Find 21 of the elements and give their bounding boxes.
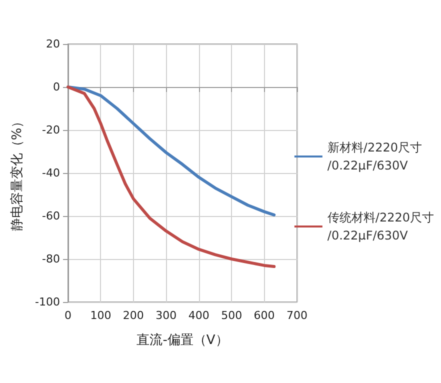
line-series	[66, 86, 276, 216]
y-tick-label: 20	[46, 38, 60, 50]
y-tick-label: -20	[42, 124, 60, 136]
y-tick-label: -100	[35, 296, 60, 308]
y-tick-label: -40	[42, 166, 60, 180]
line-series	[66, 86, 276, 268]
x-tick-label: 400	[188, 309, 210, 322]
y-tick-label: -60	[42, 210, 60, 222]
x-tick-label: 700	[286, 309, 308, 322]
x-axis-title: 直流-偏置（V）	[136, 332, 228, 348]
y-tick-label: 0	[53, 80, 60, 94]
x-tick-label: 0	[64, 309, 72, 322]
x-tick-label: 600	[254, 309, 275, 322]
x-tick-label: 300	[156, 309, 177, 322]
legend-label: 新材料/2220尺寸 /0.22µF/630V	[327, 140, 422, 172]
y-axis-title: 静电容量变化（%）	[9, 114, 26, 232]
x-tick-label: 100	[90, 309, 112, 322]
legend-label: 传统材料/2220尺寸 /0.22µF/630V	[327, 210, 434, 242]
x-tick-label: 200	[122, 309, 144, 322]
y-tick-label: -80	[42, 252, 60, 266]
x-tick-label: 500	[221, 309, 242, 322]
